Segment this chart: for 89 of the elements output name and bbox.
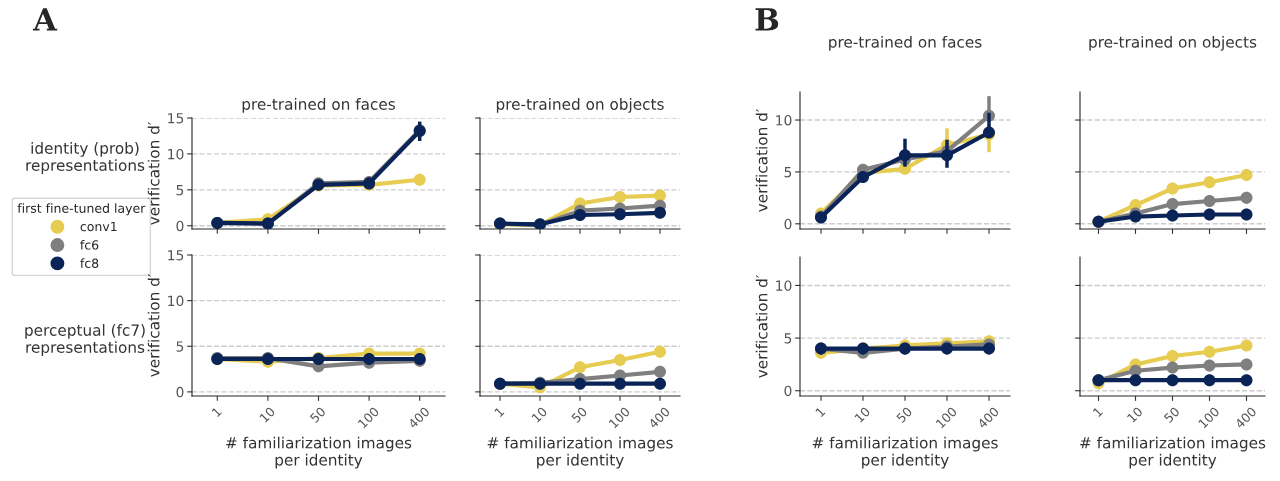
y-tick-label: 0 xyxy=(784,385,792,397)
point xyxy=(1166,182,1179,195)
y-tick-label: 5 xyxy=(176,185,184,196)
x-tick-label: 50 xyxy=(1163,406,1181,424)
chart-title: pre-trained on objects xyxy=(496,98,664,113)
chart-title: pre-trained on faces xyxy=(242,98,395,113)
y-axis-title: verification d′ xyxy=(755,275,768,378)
x-tick-label: 10 xyxy=(259,406,276,423)
x-tick-label: 1 xyxy=(1092,406,1103,418)
x-tick-label: 400 xyxy=(976,406,1000,429)
point xyxy=(898,149,912,162)
x-axis-title: # familiarization images per identity xyxy=(1080,436,1266,469)
x-tick-label: 10 xyxy=(854,406,871,423)
legend-title: first fine-tuned layer xyxy=(17,203,146,216)
x-tick-label: 100 xyxy=(357,406,380,429)
point xyxy=(1203,359,1216,372)
y-tick-label: 10 xyxy=(776,280,792,291)
point xyxy=(613,377,627,390)
chart-title: pre-trained on objects xyxy=(1089,35,1257,51)
text: B xyxy=(755,8,779,31)
y-tick-label: 5 xyxy=(176,341,184,352)
point xyxy=(1129,374,1142,387)
y-tick-label: 5 xyxy=(784,333,792,344)
text: identity (prob) representations xyxy=(26,142,145,174)
point xyxy=(940,149,954,162)
x-tick-label: 1 xyxy=(815,406,826,418)
point xyxy=(653,377,667,390)
y-tick-label: 10 xyxy=(168,148,184,160)
x-tick-label: 1 xyxy=(211,406,222,418)
point xyxy=(1203,208,1216,221)
text: perceptual (fc7) representations xyxy=(25,324,145,356)
legend-label: conv1 xyxy=(80,221,117,232)
y-tick-label: 0 xyxy=(176,220,184,232)
point xyxy=(653,206,667,219)
point xyxy=(1166,209,1179,222)
x-tick-label: 10 xyxy=(1126,406,1144,423)
x-tick-label: 400 xyxy=(407,406,431,429)
y-axis-title: verification d′ xyxy=(147,122,160,225)
y-tick-label: 15 xyxy=(168,113,184,124)
point xyxy=(613,191,627,204)
point xyxy=(573,361,587,374)
point xyxy=(1240,169,1253,182)
x-tick-label: 100 xyxy=(1197,406,1220,429)
point xyxy=(1240,208,1253,221)
text: A xyxy=(32,8,58,31)
chart-title: pre-trained on faces xyxy=(829,35,982,51)
point xyxy=(1166,349,1179,362)
point xyxy=(573,377,587,390)
y-tick-label: 0 xyxy=(176,386,184,398)
point xyxy=(613,208,627,221)
point xyxy=(613,353,627,366)
point xyxy=(1203,345,1216,358)
point xyxy=(856,171,870,184)
legend-label: fc6 xyxy=(80,239,99,250)
x-tick-label: 10 xyxy=(531,406,548,423)
y-tick-label: 0 xyxy=(784,218,792,230)
legend-label: fc8 xyxy=(80,258,99,268)
x-tick-label: 400 xyxy=(1234,406,1257,429)
y-tick-label: 10 xyxy=(168,295,184,307)
point xyxy=(653,345,667,358)
x-tick-label: 100 xyxy=(935,406,958,429)
point xyxy=(1166,361,1179,374)
x-axis-title: # familiarization images per identity xyxy=(487,436,673,469)
x-tick-label: 50 xyxy=(309,406,327,424)
point xyxy=(413,173,426,186)
x-tick-label: 1 xyxy=(494,406,505,418)
point xyxy=(1240,358,1253,371)
point xyxy=(1203,176,1216,189)
point xyxy=(1240,339,1253,352)
x-tick-label: 100 xyxy=(608,406,631,429)
y-tick-label: 5 xyxy=(784,167,792,178)
y-tick-label: 10 xyxy=(776,114,792,126)
x-tick-label: 50 xyxy=(895,406,913,424)
point xyxy=(1166,374,1179,387)
point xyxy=(1240,374,1253,387)
x-axis-title: # familiarization images per identity xyxy=(226,436,412,469)
y-tick-label: 15 xyxy=(168,250,184,261)
x-tick-label: 50 xyxy=(570,406,588,424)
y-axis-title: verification d′ xyxy=(755,109,768,212)
point xyxy=(1203,194,1216,207)
x-tick-label: 400 xyxy=(647,406,671,429)
point xyxy=(1203,374,1216,387)
x-axis-title: # familiarization images per identity xyxy=(812,436,998,469)
point xyxy=(573,208,587,221)
point xyxy=(653,365,667,378)
point xyxy=(1166,198,1179,211)
point xyxy=(1240,191,1253,204)
y-axis-title: verification d′ xyxy=(147,274,160,377)
point xyxy=(982,342,996,355)
